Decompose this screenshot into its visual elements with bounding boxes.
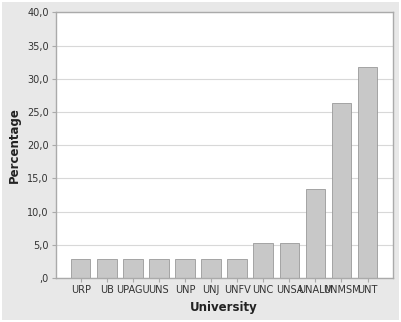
- Bar: [123, 259, 143, 278]
- Bar: [279, 243, 299, 278]
- Bar: [149, 259, 169, 278]
- Bar: [201, 259, 221, 278]
- Bar: [97, 259, 117, 278]
- Bar: [253, 243, 273, 278]
- Bar: [358, 68, 377, 278]
- Y-axis label: Percentage: Percentage: [8, 107, 21, 183]
- Bar: [227, 259, 247, 278]
- Bar: [175, 259, 195, 278]
- Bar: [306, 189, 325, 278]
- Bar: [332, 103, 351, 278]
- X-axis label: University: University: [190, 301, 258, 314]
- Bar: [71, 259, 91, 278]
